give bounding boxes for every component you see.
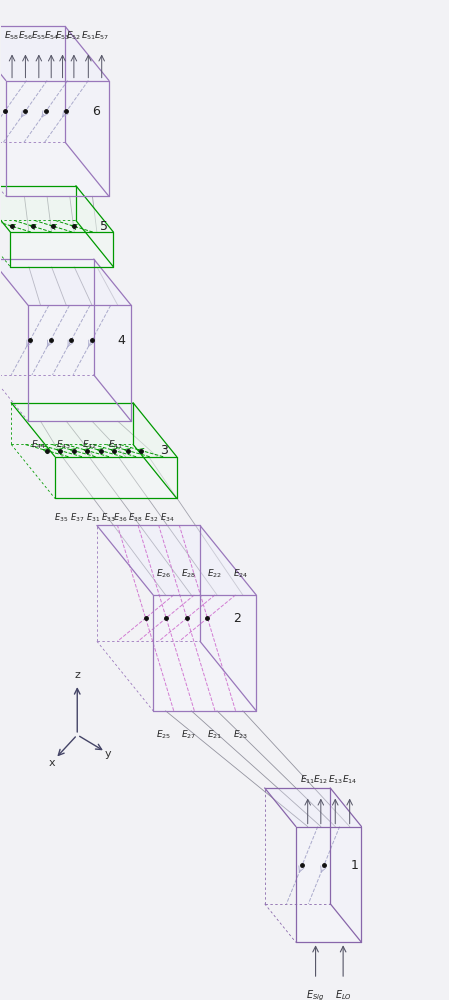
Text: $E_{43}$: $E_{43}$	[57, 439, 72, 451]
Text: 4: 4	[118, 334, 125, 347]
Text: 2: 2	[233, 612, 241, 625]
Polygon shape	[11, 403, 177, 457]
Text: $E_{11}$: $E_{11}$	[300, 774, 315, 786]
Polygon shape	[28, 305, 131, 421]
Text: 3: 3	[160, 444, 168, 457]
Text: $E_{55}$: $E_{55}$	[31, 29, 46, 42]
Text: $E_{26}$: $E_{26}$	[155, 568, 171, 580]
Text: $E_{58}$: $E_{58}$	[4, 29, 20, 42]
Text: $E_{14}$: $E_{14}$	[342, 774, 357, 786]
Text: $E_{25}$: $E_{25}$	[156, 728, 171, 741]
Text: 6: 6	[92, 105, 100, 118]
Text: $E_{13}$: $E_{13}$	[328, 774, 343, 786]
Polygon shape	[330, 788, 361, 942]
Polygon shape	[0, 186, 114, 232]
Polygon shape	[0, 26, 109, 81]
Text: x: x	[49, 758, 56, 768]
Text: z: z	[74, 670, 80, 680]
Text: $E_{51}$: $E_{51}$	[81, 29, 96, 42]
Polygon shape	[153, 595, 256, 711]
Text: $E_{23}$: $E_{23}$	[233, 728, 248, 741]
Polygon shape	[296, 827, 361, 942]
Text: $E_{32}$: $E_{32}$	[144, 512, 158, 524]
Polygon shape	[200, 525, 256, 711]
Text: $E_{22}$: $E_{22}$	[207, 568, 222, 580]
Text: $E_{53}$: $E_{53}$	[55, 29, 70, 42]
Text: $E_{41}$: $E_{41}$	[108, 439, 123, 451]
Text: $E_{31}$: $E_{31}$	[85, 512, 100, 524]
Text: $E_{33}$: $E_{33}$	[101, 512, 115, 524]
Polygon shape	[6, 81, 109, 196]
Text: $E_{36}$: $E_{36}$	[114, 512, 128, 524]
Polygon shape	[94, 259, 131, 421]
Text: $E_{34}$: $E_{34}$	[160, 512, 174, 524]
Text: $E_{Sig}$: $E_{Sig}$	[306, 989, 325, 1000]
Text: $E_{42}$: $E_{42}$	[82, 439, 97, 451]
Text: $E_{21}$: $E_{21}$	[207, 728, 222, 741]
Text: $E_{24}$: $E_{24}$	[233, 568, 248, 580]
Text: $E_{52}$: $E_{52}$	[66, 29, 81, 42]
Text: $E_{54}$: $E_{54}$	[44, 29, 59, 42]
Text: $E_{27}$: $E_{27}$	[181, 728, 197, 741]
Text: $E_{44}$: $E_{44}$	[31, 439, 46, 451]
Text: $E_{35}$: $E_{35}$	[54, 512, 68, 524]
Text: $E_{57}$: $E_{57}$	[94, 29, 109, 42]
Polygon shape	[133, 403, 177, 498]
Polygon shape	[97, 525, 256, 595]
Text: 1: 1	[351, 859, 359, 872]
Polygon shape	[65, 26, 109, 196]
Text: $E_{56}$: $E_{56}$	[18, 29, 33, 42]
Polygon shape	[10, 232, 114, 267]
Text: $E_{LO}$: $E_{LO}$	[335, 989, 352, 1000]
Polygon shape	[76, 186, 114, 267]
Text: $E_{12}$: $E_{12}$	[313, 774, 328, 786]
Text: $E_{38}$: $E_{38}$	[128, 512, 142, 524]
Text: y: y	[105, 749, 112, 759]
Text: $E_{28}$: $E_{28}$	[181, 568, 197, 580]
Polygon shape	[55, 457, 177, 498]
Text: $E_{37}$: $E_{37}$	[70, 512, 84, 524]
Polygon shape	[264, 788, 361, 827]
Polygon shape	[0, 259, 131, 305]
Text: 5: 5	[100, 220, 108, 233]
